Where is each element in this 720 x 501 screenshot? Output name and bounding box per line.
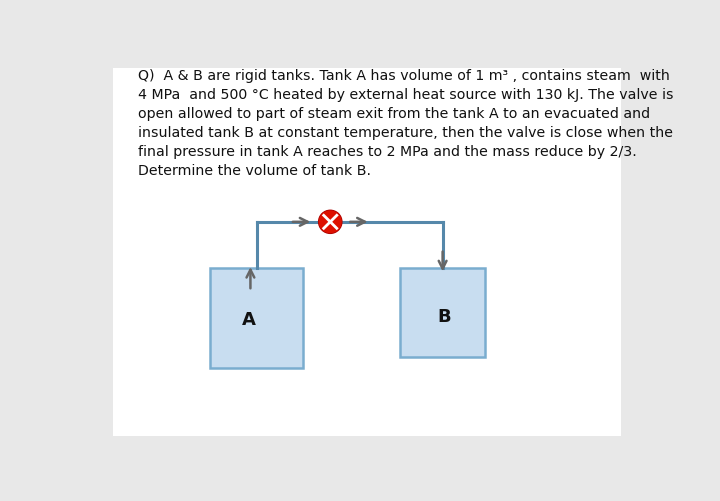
Text: final pressure in tank A reaches to 2 MPa and the mass reduce by 2/3.: final pressure in tank A reaches to 2 MP…: [138, 145, 636, 159]
Text: insulated tank B at constant temperature, then the valve is close when the: insulated tank B at constant temperature…: [138, 126, 673, 140]
Bar: [400, 268, 485, 357]
Text: Determine the volume of tank B.: Determine the volume of tank B.: [138, 164, 371, 178]
Text: open allowed to part of steam exit from the tank A to an evacuated and: open allowed to part of steam exit from …: [138, 107, 650, 121]
Circle shape: [320, 211, 341, 232]
Text: Q)  A & B are rigid tanks. Tank A has volume of 1 m³ , contains steam  with: Q) A & B are rigid tanks. Tank A has vol…: [138, 69, 670, 83]
Circle shape: [319, 210, 342, 233]
Text: A: A: [242, 311, 256, 329]
Text: B: B: [438, 308, 451, 326]
Text: 4 MPa  and 500 °C heated by external heat source with 130 kJ. The valve is: 4 MPa and 500 °C heated by external heat…: [138, 88, 673, 102]
Bar: [210, 268, 303, 368]
FancyBboxPatch shape: [113, 68, 621, 436]
